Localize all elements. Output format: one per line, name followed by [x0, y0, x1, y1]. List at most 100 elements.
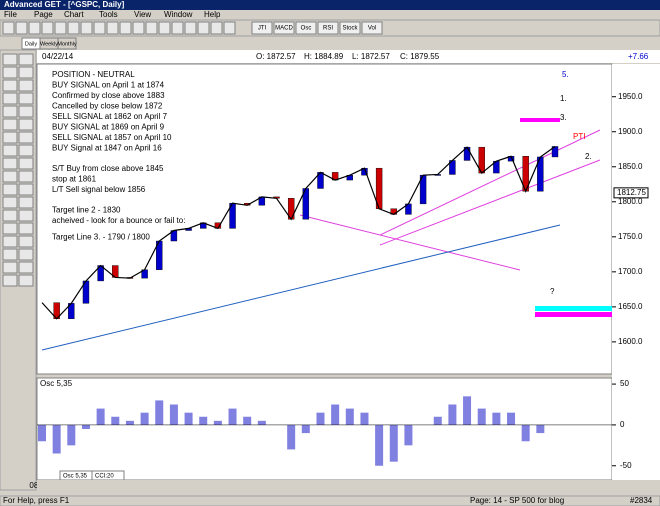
side-button[interactable] — [2, 79, 18, 92]
tool-button[interactable] — [67, 21, 80, 35]
tool-button[interactable] — [93, 21, 106, 35]
side-button[interactable] — [18, 274, 34, 287]
side-button[interactable] — [2, 170, 18, 183]
tool-button[interactable] — [2, 21, 15, 35]
side-button[interactable] — [18, 235, 34, 248]
side-button[interactable] — [2, 261, 18, 274]
osc-bar — [507, 412, 516, 425]
tool-button[interactable] — [361, 21, 383, 35]
y-tick-label: 1850.0 — [618, 162, 643, 171]
osc-bar — [448, 404, 457, 425]
tool-button[interactable] — [54, 21, 67, 35]
header-close: C: 1879.55 — [400, 52, 440, 61]
menu-item[interactable]: Help — [204, 10, 221, 19]
side-button[interactable] — [18, 183, 34, 196]
menu-item[interactable]: File — [4, 10, 17, 19]
side-button[interactable] — [2, 196, 18, 209]
osc-bar — [257, 420, 266, 425]
side-button[interactable] — [2, 274, 18, 287]
side-button[interactable] — [18, 118, 34, 131]
tool-button[interactable] — [317, 21, 339, 35]
tool-button[interactable] — [15, 21, 28, 35]
y-tick-label: 1900.0 — [618, 127, 643, 136]
y-tick-label: 1950.0 — [618, 92, 643, 101]
annotation: POSITION - NEUTRAL — [52, 70, 135, 79]
side-button[interactable] — [2, 53, 18, 66]
osc-bar — [536, 424, 545, 434]
tool-button[interactable] — [80, 21, 93, 35]
side-button[interactable] — [2, 144, 18, 157]
tool-button[interactable] — [197, 21, 210, 35]
tool-button[interactable] — [106, 21, 119, 35]
tool-button[interactable] — [28, 21, 41, 35]
annotation: Target Line 3. - 1790 / 1800 — [52, 233, 150, 242]
tool-button[interactable] — [171, 21, 184, 35]
osc-bar — [521, 424, 530, 442]
tool-button[interactable] — [158, 21, 171, 35]
side-button[interactable] — [2, 235, 18, 248]
osc-bar — [155, 400, 164, 425]
osc-bar — [228, 408, 237, 425]
side-button[interactable] — [2, 118, 18, 131]
side-button[interactable] — [18, 92, 34, 105]
status-count: #2834 — [630, 496, 653, 505]
side-button[interactable] — [2, 105, 18, 118]
tool-button[interactable] — [210, 21, 223, 35]
menu-bar — [0, 10, 660, 20]
osc-bar — [492, 412, 501, 425]
side-button[interactable] — [2, 131, 18, 144]
last-price-label: 1812.75 — [617, 188, 646, 197]
side-button[interactable] — [18, 157, 34, 170]
side-button[interactable] — [2, 222, 18, 235]
osc-bar — [81, 424, 90, 429]
side-button[interactable] — [2, 66, 18, 79]
side-button[interactable] — [2, 183, 18, 196]
tool-button[interactable] — [339, 21, 361, 35]
tool-button[interactable] — [223, 21, 236, 35]
side-button[interactable] — [18, 105, 34, 118]
target-box — [535, 306, 612, 311]
tool-button[interactable] — [251, 21, 273, 35]
side-button[interactable] — [2, 209, 18, 222]
tool-button[interactable] — [184, 21, 197, 35]
menu-item[interactable]: Tools — [99, 10, 118, 19]
tool-button[interactable] — [119, 21, 132, 35]
osc-bar — [301, 424, 310, 434]
wave-label: PTI — [573, 132, 585, 141]
tab-label: Weekly — [40, 41, 58, 47]
side-button[interactable] — [18, 248, 34, 261]
side-button[interactable] — [18, 66, 34, 79]
menu-item[interactable]: View — [134, 10, 151, 19]
tool-button[interactable] — [273, 21, 295, 35]
side-button[interactable] — [18, 144, 34, 157]
x-axis-strip — [37, 480, 660, 490]
tab[interactable] — [57, 37, 77, 50]
menu-item[interactable]: Window — [164, 10, 193, 19]
header-open: O: 1872.57 — [256, 52, 296, 61]
side-button[interactable] — [18, 261, 34, 274]
tool-button[interactable] — [132, 21, 145, 35]
header-date: 04/22/14 — [42, 52, 74, 61]
osc-bar — [375, 424, 384, 466]
side-button[interactable] — [18, 196, 34, 209]
side-button[interactable] — [18, 131, 34, 144]
tool-button[interactable] — [41, 21, 54, 35]
wave-label: 3. — [560, 113, 567, 122]
side-button[interactable] — [2, 248, 18, 261]
tool-button[interactable] — [145, 21, 158, 35]
menu-item[interactable]: Page — [34, 10, 53, 19]
close-line — [41, 145, 556, 320]
menu-item[interactable]: Chart — [64, 10, 84, 19]
side-button[interactable] — [18, 79, 34, 92]
trend-line — [41, 224, 561, 351]
side-button[interactable] — [2, 157, 18, 170]
tool-button[interactable] — [295, 21, 317, 35]
osc-bar — [213, 420, 222, 425]
side-button[interactable] — [18, 222, 34, 235]
price-pane — [36, 63, 613, 375]
osc-bar — [360, 412, 369, 425]
side-button[interactable] — [18, 209, 34, 222]
side-button[interactable] — [18, 53, 34, 66]
side-button[interactable] — [2, 92, 18, 105]
side-button[interactable] — [18, 170, 34, 183]
